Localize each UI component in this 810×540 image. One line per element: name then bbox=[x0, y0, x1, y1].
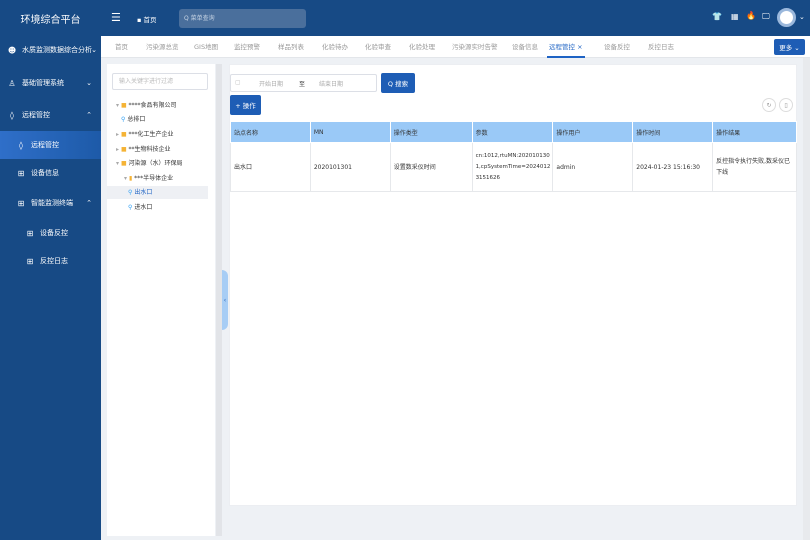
tree-node[interactable]: ▾ ■ ****食品有限公司 bbox=[116, 102, 177, 109]
sidebar-item-remote-control[interactable]: ◊ 远程管控 ⌃ bbox=[0, 101, 101, 129]
location-pin-icon: ⚲ bbox=[128, 189, 133, 196]
end-date-input[interactable]: 结束日期 bbox=[319, 81, 344, 88]
date-range-picker[interactable]: ▢ 开始日期 至 结束日期 bbox=[230, 74, 377, 92]
folder-icon: ■ bbox=[120, 146, 127, 153]
tree-node[interactable]: ⚲ 总排口 bbox=[121, 116, 146, 123]
tree-node[interactable]: ▸ ■ ***化工生产企业 bbox=[116, 131, 174, 138]
menu-toggle-icon[interactable]: ☰ bbox=[111, 11, 121, 24]
home-link[interactable]: ▪ 首页 bbox=[137, 16, 157, 24]
avatar[interactable] bbox=[777, 8, 796, 27]
tree-node[interactable]: ▾ ▮ ***半导体企业 bbox=[124, 175, 174, 182]
cell-result: 反控指令执行失败,数采仪已下线 bbox=[712, 142, 797, 192]
grid-icon: ⊞ bbox=[26, 228, 34, 238]
chevron-down-icon[interactable]: ⌄ bbox=[799, 13, 805, 21]
tree-node[interactable]: ▾ ■ 河染源（水）环保局 bbox=[116, 160, 183, 167]
more-button[interactable]: 更多 ⌄ bbox=[774, 39, 805, 55]
analysis-icon: ☻ bbox=[7, 45, 17, 55]
cell-params: cn:1012,rtuMN:2020101301,cpSystemTime=20… bbox=[471, 142, 554, 192]
menu-search-input[interactable]: Q 菜单查询 bbox=[179, 9, 306, 28]
sidebar-item-basic-system[interactable]: ♙ 基础管理系统 ⌄ bbox=[8, 78, 92, 88]
tab-lab-todo[interactable]: 化验待办 bbox=[322, 43, 348, 51]
tree-scrollbar[interactable] bbox=[216, 64, 222, 536]
add-operation-button[interactable]: + 操作 bbox=[230, 95, 261, 115]
search-button[interactable]: Q 搜索 bbox=[381, 73, 415, 93]
tree-node-selected[interactable]: ⚲ 出水口 bbox=[107, 186, 208, 199]
tab-device-reverse-control[interactable]: 设备反控 bbox=[604, 43, 630, 51]
tab-remote-control[interactable]: 远程管控 × bbox=[547, 36, 585, 58]
sidebar-item-remote-control-sub[interactable]: ◊ 远程管控 bbox=[0, 131, 101, 159]
tab-sample-list[interactable]: 样品列表 bbox=[278, 43, 304, 51]
qrcode-icon[interactable]: ▦ bbox=[731, 12, 739, 21]
sidebar-item-smart-terminal[interactable]: ⊞ 智能监测终端 ⌃ bbox=[17, 198, 92, 208]
column-settings-icon[interactable]: ▯ bbox=[779, 98, 793, 112]
folder-icon: ■ bbox=[120, 102, 127, 109]
sidebar-item-device-reverse-control[interactable]: ⊞ 设备反控 bbox=[26, 228, 68, 238]
col-mn: MN bbox=[309, 121, 391, 143]
tab-realtime-alert[interactable]: 污染源实时告警 bbox=[452, 43, 498, 51]
tab-home[interactable]: 首页 bbox=[115, 43, 128, 51]
table-header-row: 站点名称 MN 操作类型 参数 操作用户 操作时间 操作结果 bbox=[230, 121, 797, 143]
col-time: 操作时间 bbox=[632, 121, 714, 143]
tab-pollution-overview[interactable]: 污染源总览 bbox=[146, 43, 179, 51]
sidebar-item-control-log[interactable]: ⊞ 反控日志 bbox=[26, 256, 68, 266]
chevron-down-icon: ⌄ bbox=[91, 46, 97, 54]
tab-lab-review[interactable]: 化验审查 bbox=[365, 43, 391, 51]
sidebar-item-device-info[interactable]: ⊞ 设备信息 bbox=[17, 168, 59, 178]
cell-mn: 2020101301 bbox=[309, 142, 391, 192]
cell-user: admin bbox=[552, 142, 634, 192]
app-title: 环境综合平台 bbox=[20, 14, 81, 26]
main-panel: ▢ 开始日期 至 结束日期 Q 搜索 + 操作 ↻ ▯ 站点名称 MN 操作类型… bbox=[229, 64, 797, 506]
sidebar: ☻ 水质监测数据综合分析 ⌄ ♙ 基础管理系统 ⌄ ◊ 远程管控 ⌃ ◊ 远程管控 ⊞ 设备信息… bbox=[0, 36, 101, 540]
chevron-up-icon: ⌃ bbox=[86, 199, 92, 207]
cell-op-type: 设置数采仪时间 bbox=[389, 142, 473, 192]
location-pin-icon: ⚲ bbox=[128, 204, 133, 211]
fire-icon[interactable]: 🔥 bbox=[746, 11, 756, 20]
start-date-input[interactable]: 开始日期 bbox=[259, 81, 284, 88]
col-result: 操作结果 bbox=[712, 121, 797, 143]
folder-icon: ■ bbox=[120, 131, 127, 138]
col-site-name: 站点名称 bbox=[230, 121, 311, 143]
tree-node[interactable]: ▸ ■ **生物科技企业 bbox=[116, 146, 171, 153]
tab-lab-process[interactable]: 化验处理 bbox=[409, 43, 435, 51]
grid-icon: ⊞ bbox=[26, 256, 34, 266]
tree-node[interactable]: ⚲ 进水口 bbox=[128, 204, 153, 211]
monitor-icon[interactable]: 🖵 bbox=[762, 12, 770, 21]
folder-icon: ■ bbox=[120, 160, 127, 167]
system-icon: ♙ bbox=[8, 78, 16, 88]
tab-gis-map[interactable]: GIS地图 bbox=[194, 43, 219, 51]
location-pin-icon: ⚲ bbox=[121, 116, 126, 123]
calendar-icon: ▢ bbox=[235, 79, 241, 86]
cell-time: 2024-01-23 15:16:30 bbox=[632, 142, 714, 192]
sidebar-item-water-analysis[interactable]: ☻ 水质监测数据综合分析 ⌄ bbox=[7, 45, 97, 55]
close-icon[interactable]: × bbox=[577, 43, 583, 51]
grid-icon: ⊞ bbox=[17, 198, 25, 208]
tab-device-info[interactable]: 设备信息 bbox=[512, 43, 538, 51]
tab-control-log[interactable]: 反控日志 bbox=[648, 43, 674, 51]
collapse-panel-button[interactable]: ‹ bbox=[222, 270, 228, 330]
shirt-icon[interactable]: 👕 bbox=[712, 12, 722, 21]
col-user: 操作用户 bbox=[552, 121, 634, 143]
refresh-icon[interactable]: ↻ bbox=[762, 98, 776, 112]
cell-site-name: 出水口 bbox=[230, 142, 311, 192]
tree-filter-input[interactable]: 输入关键字进行过滤 bbox=[112, 73, 208, 90]
col-op-type: 操作类型 bbox=[389, 121, 473, 143]
table-row[interactable]: 出水口 2020101301 设置数采仪时间 cn:1012,rtuMN:202… bbox=[230, 142, 797, 192]
grid-icon: ⊞ bbox=[17, 168, 25, 178]
site-tree-panel: 输入关键字进行过滤 ▾ ■ ****食品有限公司 ⚲ 总排口 ▸ ■ ***化工… bbox=[107, 64, 215, 536]
tab-monitor-alert[interactable]: 监控预警 bbox=[234, 43, 260, 51]
chevron-up-icon: ⌃ bbox=[86, 111, 92, 119]
chevron-down-icon: ⌄ bbox=[86, 79, 92, 87]
col-params: 参数 bbox=[471, 121, 554, 143]
building-icon: ▮ bbox=[128, 175, 133, 182]
top-bar bbox=[0, 0, 810, 36]
home-icon: ▪ bbox=[137, 16, 144, 24]
tab-bar: 首页 污染源总览 GIS地图 监控预警 样品列表 化验待办 化验审查 化验处理 … bbox=[101, 36, 810, 58]
page-scrollbar[interactable] bbox=[803, 58, 810, 540]
drop-icon: ◊ bbox=[10, 110, 14, 120]
operation-table: 站点名称 MN 操作类型 参数 操作用户 操作时间 操作结果 出水口 20201… bbox=[230, 121, 797, 192]
drop-icon: ◊ bbox=[19, 140, 23, 150]
